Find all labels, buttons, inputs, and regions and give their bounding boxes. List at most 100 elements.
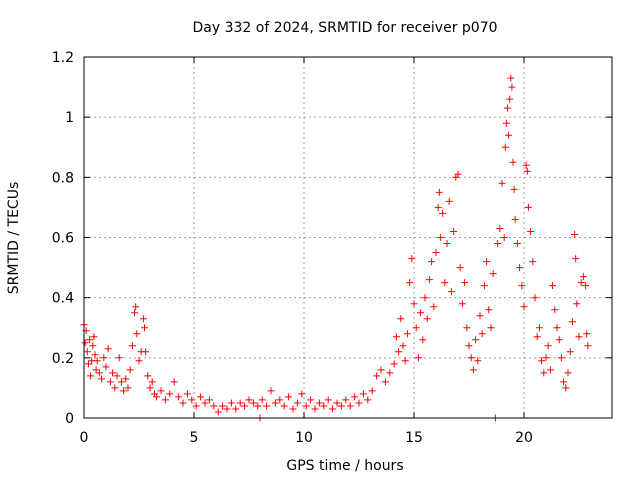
data-point [540,369,548,377]
data-point [516,264,524,272]
data-point [249,399,257,407]
y-tick-labels: 0 0.2 0.4 0.6 0.8 1 1.2 [52,50,74,427]
data-point [241,402,249,410]
data-point [439,209,447,217]
data-point [435,188,443,196]
data-point [454,170,462,178]
data-point [214,408,222,416]
data-point [542,354,550,362]
data-point [351,393,359,401]
data-point [425,276,433,284]
data-point [276,396,284,404]
x-tick-label: 5 [190,430,199,446]
data-point [397,315,405,323]
data-point [263,402,271,410]
data-point [423,315,431,323]
data-points [80,74,592,422]
data-point [560,378,568,386]
data-point [109,369,117,377]
data-point [113,372,121,380]
data-point [381,378,389,386]
data-point [441,279,449,287]
x-tick-label: 15 [405,430,423,446]
data-point [87,372,95,380]
data-point [355,399,363,407]
data-point [496,225,504,232]
data-point [141,324,148,332]
data-point [232,405,240,413]
data-point [463,324,471,332]
data-point [575,333,583,341]
data-point [311,405,319,413]
data-point [289,405,297,413]
data-point [324,396,332,404]
data-point [188,396,196,404]
data-point [450,228,458,235]
data-point [538,357,546,365]
data-point [487,324,495,332]
data-point [483,258,491,266]
data-point [531,294,539,302]
data-point [135,357,143,365]
data-point [223,405,231,413]
data-point [522,161,530,169]
data-point [428,258,436,266]
data-point [89,342,97,350]
data-point [280,402,288,410]
data-point [153,393,161,401]
data-point [104,345,112,353]
data-point [571,231,579,238]
data-point [414,354,422,362]
data-point [179,399,187,407]
data-point [115,354,123,362]
data-point [500,234,508,241]
data-point [90,333,98,341]
data-point [271,399,279,407]
data-point [485,306,493,314]
data-point [161,396,169,404]
data-point [506,95,514,103]
x-axis-label: GPS time / hours [286,458,403,474]
data-point [227,399,235,407]
data-point [408,255,416,263]
data-point [583,330,591,338]
data-point [399,342,407,350]
data-point [285,393,293,401]
data-point [157,387,165,395]
x-tick-label: 0 [80,430,89,446]
data-point [245,396,253,404]
data-point [410,300,418,308]
data-point [533,333,541,341]
data-point [98,375,106,383]
x-tick-labels: 0 5 10 15 20 [80,430,533,446]
data-point [472,336,480,344]
data-point [210,402,218,410]
data-point [518,282,526,290]
data-point [122,375,130,383]
y-tick-label: 0.2 [52,351,74,367]
data-point [139,315,147,323]
data-point [133,330,141,338]
y-tick-label: 0 [65,411,74,427]
data-point [117,378,125,386]
data-point [395,348,403,356]
data-point [258,396,266,404]
plot-frame [83,56,613,419]
data-point [564,369,572,377]
data-point [505,131,513,139]
data-point [320,402,328,410]
data-point [192,402,200,410]
data-point [95,369,103,377]
data-point [298,390,306,398]
data-point [529,258,537,266]
data-point [83,348,91,356]
chart-title: Day 332 of 2024, SRMTID for receiver p07… [192,20,497,36]
data-point [465,342,473,350]
grid-lines [84,57,612,418]
data-point [434,203,442,211]
data-point [91,351,99,359]
data-point [489,270,497,278]
data-point [504,104,511,112]
data-point [568,318,576,326]
